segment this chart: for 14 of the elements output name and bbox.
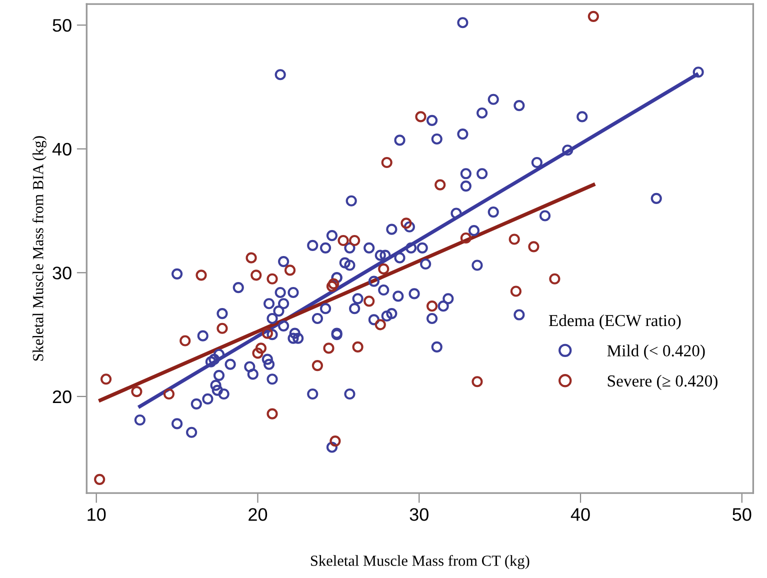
y-tick-label: 50 <box>52 19 72 32</box>
legend-title: Edema (ECW ratio) <box>548 314 681 330</box>
legend-label: Severe (≥ 0.420) <box>608 374 718 390</box>
x-tick-label: 10 <box>88 508 106 521</box>
y-axis-title: Skeletal Muscle Mass from BIA (kg) <box>32 136 46 361</box>
x-axis-title: Skeletal Muscle Mass from CT (kg) <box>310 555 530 570</box>
y-tick-label: 30 <box>52 266 72 280</box>
y-tick-label: 20 <box>52 390 72 404</box>
x-tick-label: 20 <box>248 508 268 521</box>
x-tick-label: 30 <box>410 508 428 521</box>
legend-label: Mild (< 0.420) <box>607 344 705 360</box>
x-tick-label: 50 <box>732 508 752 521</box>
y-tick-label: 40 <box>52 142 72 156</box>
x-tick-label: 40 <box>570 508 590 521</box>
